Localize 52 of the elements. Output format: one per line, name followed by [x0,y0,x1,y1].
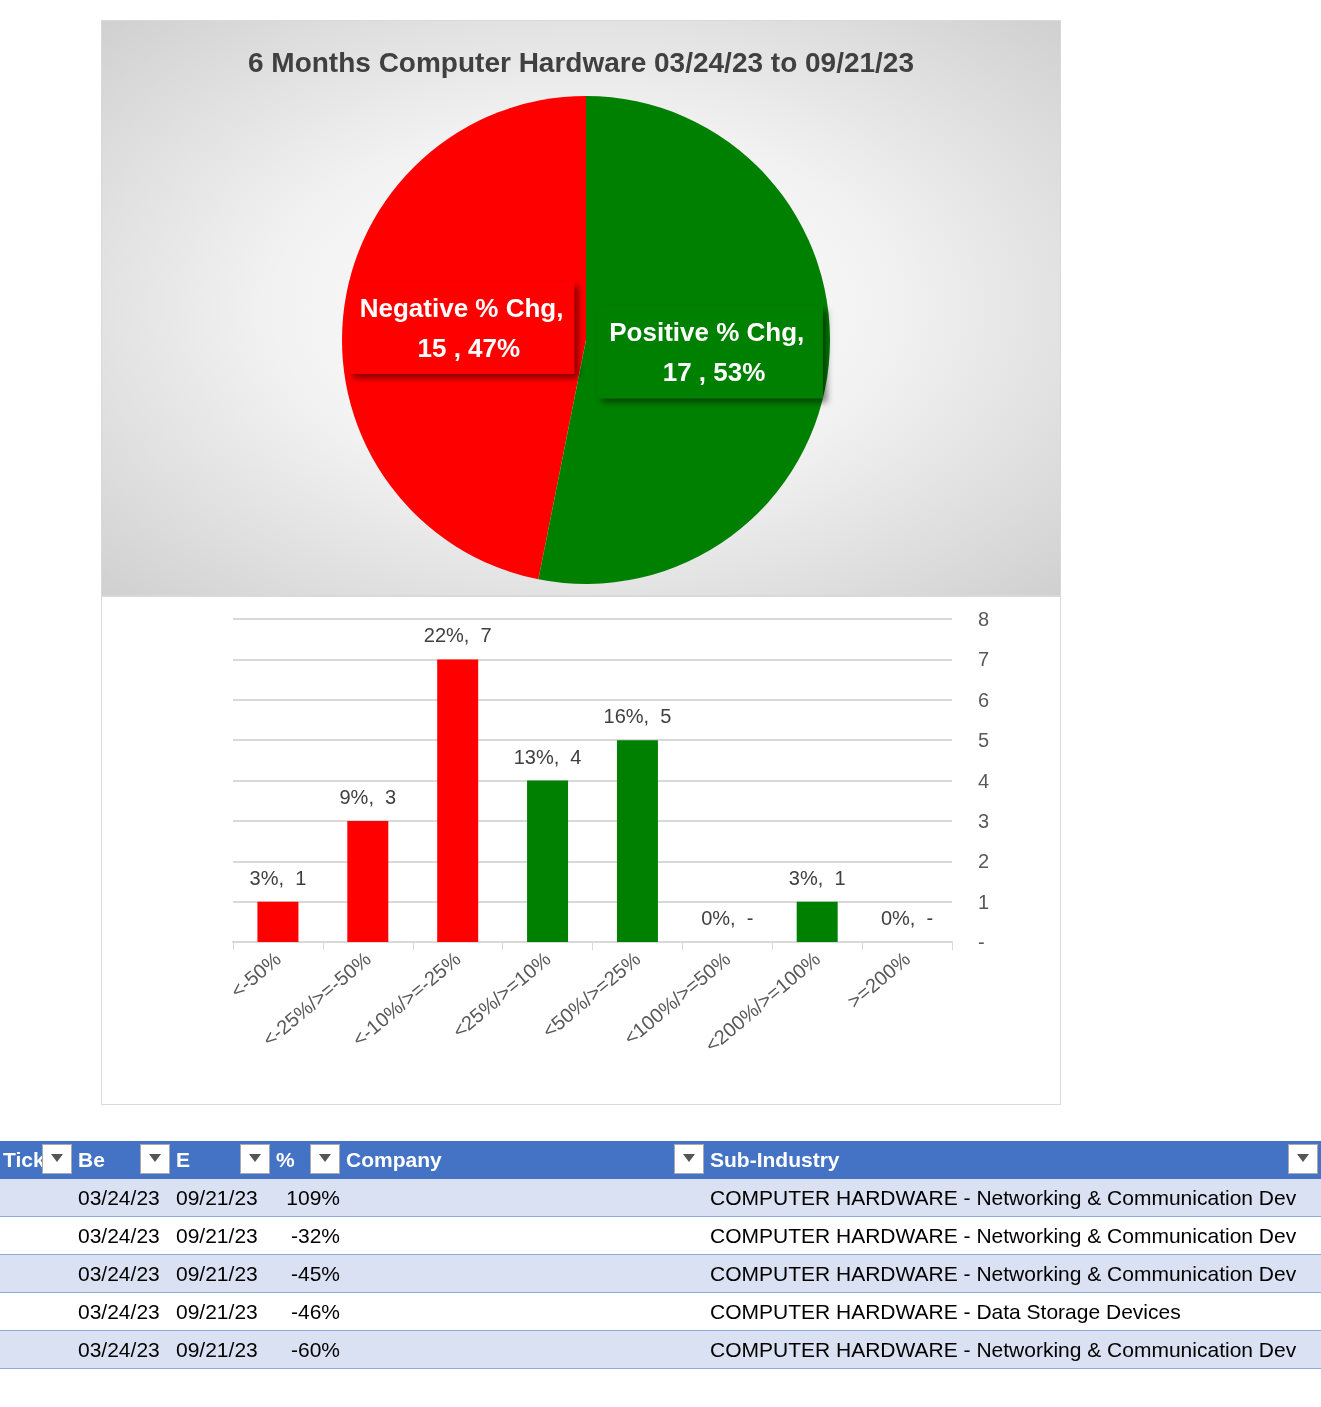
y-tick-label: 3 [978,809,990,832]
text: 03/24/23 [78,1185,160,1209]
bar [347,820,389,942]
text: 09/21/23 [176,1185,258,1209]
data-label: 22%, 7 [423,624,492,647]
data-label: 16%, 5 [603,705,672,728]
text: COMPUTER HARDWARE - Networking & Communication Dev [710,1261,1297,1285]
category-label: Be [75,1141,173,1179]
y-tick-label: - [978,931,985,953]
y-tick-label: 6 [978,688,990,711]
y-tick-label: 5 [978,729,990,752]
text: 109% [286,1185,340,1209]
text: 03/24/23 [78,1299,160,1323]
text: COMPUTER HARDWARE - Networking & Communication Dev [710,1223,1297,1247]
bar [616,740,658,942]
chart-title: 6 Months Computer Hardware 03/24/23 to 09/21/23 [247,46,915,78]
text: -60% [290,1337,340,1361]
category-label: E [173,1141,273,1179]
category-label: Sub-Industry [707,1141,1321,1179]
category-label: Tick [0,1141,75,1179]
text: -45% [290,1261,340,1285]
text: COMPUTER HARDWARE - Data Storage Devices [710,1299,1181,1323]
slice-label: Positive % Chg, 17 , 53% [609,317,812,388]
text: 09/21/23 [176,1299,258,1323]
text: 09/21/23 [176,1337,258,1361]
bar [527,780,569,942]
category-label: % [273,1141,343,1179]
bar [796,901,838,942]
data-label: 0%, - [701,907,754,929]
y-tick-label: 1 [978,890,990,913]
text: 09/21/23 [176,1261,258,1285]
y-tick-label: 2 [978,850,990,873]
category-label: Company [343,1141,707,1179]
data-label: 3%, 1 [249,866,307,889]
bar [437,659,479,942]
text: COMPUTER HARDWARE - Networking & Communication Dev [710,1337,1297,1361]
text: 03/24/23 [78,1337,160,1361]
data-label: 3%, 1 [788,866,846,889]
text: -46% [290,1299,340,1323]
bar [257,901,299,942]
text: COMPUTER HARDWARE - Networking & Communication Dev [710,1185,1297,1209]
slice-label: Negative % Chg, 15 , 47% [359,292,564,363]
y-tick-label: 4 [978,769,990,792]
data-label: 13%, 4 [513,745,582,768]
text: -32% [290,1223,340,1247]
text: 03/24/23 [78,1261,160,1285]
data-label: 0%, - [880,907,934,929]
text: 03/24/23 [78,1223,160,1247]
y-tick-label: 8 [978,608,990,630]
y-tick-label: 7 [978,648,990,671]
text: 09/21/23 [176,1223,258,1247]
data-label: 9%, 3 [339,785,397,808]
